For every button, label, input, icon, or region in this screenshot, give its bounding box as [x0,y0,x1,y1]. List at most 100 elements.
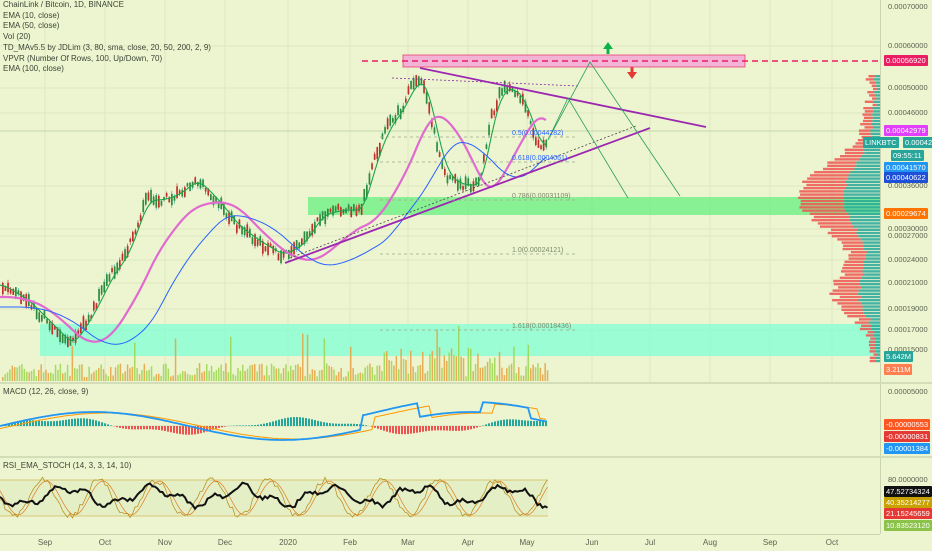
macd-histogram-bar [383,426,385,431]
legend-volume[interactable]: Vol (20) [3,32,211,43]
volume-bar [300,367,302,381]
candle-body [356,207,358,216]
volume-bar [43,372,45,381]
vpvr-bar-up [873,126,880,128]
price-tick-label: 0.00005000 [888,387,928,396]
vpvr-bar-up [872,113,880,115]
macd-histogram-bar [341,424,343,426]
price-tick-label: 0.00019000 [888,304,928,313]
candle-body [324,211,326,224]
volume-bar [352,368,354,381]
legend-td-ma[interactable]: TD_MAv5.5 by JDLim (3, 80, sma, close, 2… [3,43,211,54]
macd-axis[interactable]: 0.00005000-0.00000553-0.00000831-0.00001… [880,384,932,456]
vpvr-bar-up [848,174,880,176]
rsi-pane[interactable]: RSI_EMA_STOCH (14, 3, 3, 14, 10) [0,458,880,533]
macd-histogram-bar [317,421,319,426]
legend-vpvr[interactable]: VPVR (Number Of Rows, 100, Up/Down, 70) [3,54,211,65]
volume-bar [432,351,434,381]
vpvr-bar-down [844,312,864,314]
legend-symbol[interactable]: ChainLink / Bitcoin, 1D, BINANCE [3,0,211,11]
vpvr-bar-down [873,88,877,90]
macd-histogram-bar [380,426,382,430]
macd-histogram-bar [497,421,499,426]
vpvr-bar-up [862,270,880,272]
volume-bar [528,345,530,381]
time-tick-label: Jul [645,538,655,547]
macd-histogram-bar [458,426,460,431]
macd-title[interactable]: MACD (12, 26, close, 9) [3,387,88,396]
legend-ema10[interactable]: EMA (10, close) [3,11,211,22]
macd-histogram-bar [149,426,151,429]
volume-bar [199,363,201,381]
volume-bar [79,365,81,381]
candle-body [283,251,285,258]
vpvr-bar-down [811,219,849,221]
candle-body [465,176,467,189]
volume-bar [148,370,150,381]
macd-histogram-bar [314,420,316,426]
volume-bar [187,374,189,381]
time-tick-label: Nov [158,538,172,547]
vpvr-bar-up [850,171,880,173]
vpvr-bar-down [832,299,858,301]
macd-histogram-bar [221,426,223,427]
time-tick-label: Sep [38,538,52,547]
volume-bar [206,364,208,381]
vpvr-bar-down [865,110,873,112]
axis-value-badge: 0.00056920 [884,55,928,66]
vpvr-bar-down [866,334,874,336]
vpvr-bar-down [800,193,844,195]
volume-bar [472,371,474,381]
volume-bar [362,373,364,381]
candle-body [171,194,173,205]
macd-histogram-bar [53,421,55,426]
volume-bar [386,351,388,381]
volume-bar [350,347,352,381]
macd-histogram-bar [110,425,112,426]
axis-value-badge: 3.211M [884,364,912,375]
macd-histogram-bar [494,421,496,426]
rsi-title[interactable]: RSI_EMA_STOCH (14, 3, 3, 14, 10) [3,461,131,470]
vpvr-bar-down [801,203,845,205]
macd-histogram-bar [182,426,184,434]
time-tick-label: May [519,538,534,547]
candle-body [252,237,254,244]
volume-bar [100,364,102,381]
axis-value-badge: 10.83523120 [884,520,932,531]
volume-bar [132,367,134,381]
axis-value-badge: -0.00000553 [884,419,930,430]
volume-bar [470,349,472,381]
volume-bar [434,358,436,381]
volume-bar [192,375,194,381]
volume-bar [189,375,191,381]
volume-bar [523,376,525,381]
legend-ema100[interactable]: EMA (100, close) [3,64,211,75]
vpvr-bar-up [856,165,880,167]
vpvr-bar-down [837,238,861,240]
axis-value-badge: LINKBTC [863,137,899,148]
volume-bar [52,374,54,381]
macd-histogram-bar [248,425,250,426]
candle-body [38,312,40,322]
vpvr-bar-down [827,161,856,163]
volume-bar [429,354,431,381]
macd-histogram-bar [377,426,379,429]
volume-bar [67,365,69,381]
volume-bar [288,371,290,381]
vpvr-bar-down [864,126,873,128]
vpvr-bar-down [829,293,857,295]
vpvr-bar-up [863,267,880,269]
vpvr-bar-down [837,302,860,304]
volume-bar [489,358,491,381]
macd-pane[interactable]: MACD (12, 26, close, 9) [0,384,880,456]
vpvr-bar-down [831,229,858,231]
legend-ema50[interactable]: EMA (50, close) [3,21,211,32]
volume-bar [369,363,371,381]
price-chart-pane[interactable]: 0.5(0.00044282)0.618(0.0004061)0.786(0.0… [0,0,880,382]
ema100-line [0,143,546,345]
time-tick-label: Oct [826,538,838,547]
macd-histogram-bar [266,423,268,426]
